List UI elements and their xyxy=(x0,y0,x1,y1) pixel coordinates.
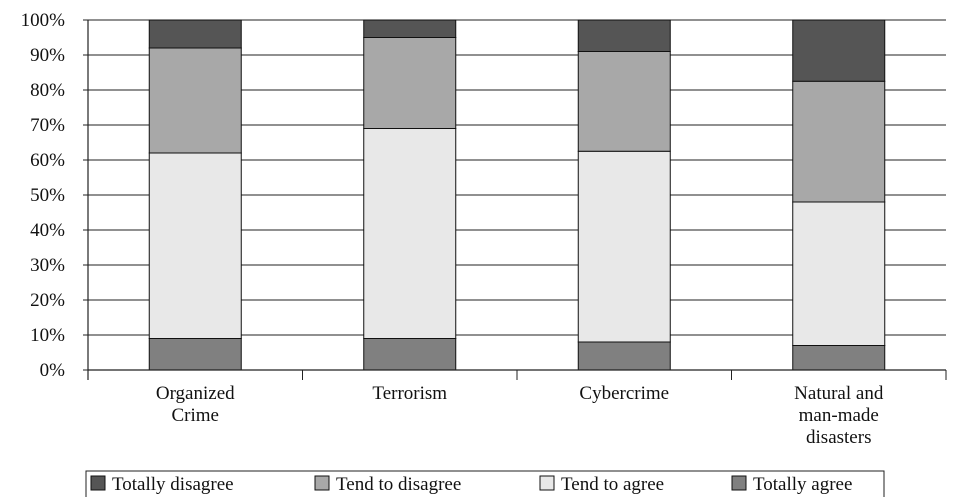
bar-segment xyxy=(363,128,457,339)
y-tick-label: 90% xyxy=(30,45,65,66)
legend-label: Totally agree xyxy=(753,474,852,495)
bar-segment xyxy=(148,152,242,339)
legend-swatch xyxy=(539,475,555,491)
bar-segment xyxy=(792,201,886,346)
legend-swatch xyxy=(314,475,330,491)
bar-segment xyxy=(148,19,242,49)
y-tick-label: 0% xyxy=(40,360,66,381)
y-tick-label: 40% xyxy=(30,220,65,241)
y-tick-label: 30% xyxy=(30,255,65,276)
y-tick-label: 80% xyxy=(30,80,65,101)
bar-segment xyxy=(148,338,242,371)
bar-segment xyxy=(577,341,671,371)
legend-label: Tend to agree xyxy=(561,474,664,495)
legend-box xyxy=(85,470,885,497)
x-category-label: Organized Crime xyxy=(156,383,235,426)
axes xyxy=(87,20,947,380)
x-category-label: Natural and man-made disasters xyxy=(794,383,884,448)
x-category-label: Cybercrime xyxy=(579,383,669,404)
bar-segment xyxy=(577,51,671,152)
y-tick-label: 100% xyxy=(21,10,66,31)
bars xyxy=(148,19,886,371)
y-tick-label: 50% xyxy=(30,185,65,206)
y-tick-label: 20% xyxy=(30,290,65,311)
y-tick-label: 10% xyxy=(30,325,65,346)
bar-segment xyxy=(577,19,671,52)
legend: Totally disagree Tend to disagree Tend to … xyxy=(85,470,885,497)
legend-label: Tend to disagree xyxy=(336,474,461,495)
bar-segment xyxy=(363,37,457,129)
bar-segment xyxy=(577,150,671,343)
bar-segment xyxy=(363,19,457,38)
bar-segment xyxy=(792,19,886,82)
bar-segment xyxy=(792,80,886,203)
bar-segment xyxy=(363,338,457,371)
bar-segment xyxy=(792,345,886,371)
legend-swatch xyxy=(90,475,106,491)
y-tick-label: 70% xyxy=(30,115,65,136)
bar-segment xyxy=(148,47,242,154)
y-tick-label: 60% xyxy=(30,150,65,171)
legend-label: Totally disagree xyxy=(112,474,234,495)
x-category-label: Terrorism xyxy=(372,383,447,404)
y-axis-ticks: 0% 10% 20% 30% 40% 50% 60% 70% 80% 90% 100% xyxy=(21,10,88,381)
legend-swatch xyxy=(731,475,747,491)
x-axis-category-labels: Organized Crime Terrorism Cybercrime Natural… xyxy=(156,383,884,448)
